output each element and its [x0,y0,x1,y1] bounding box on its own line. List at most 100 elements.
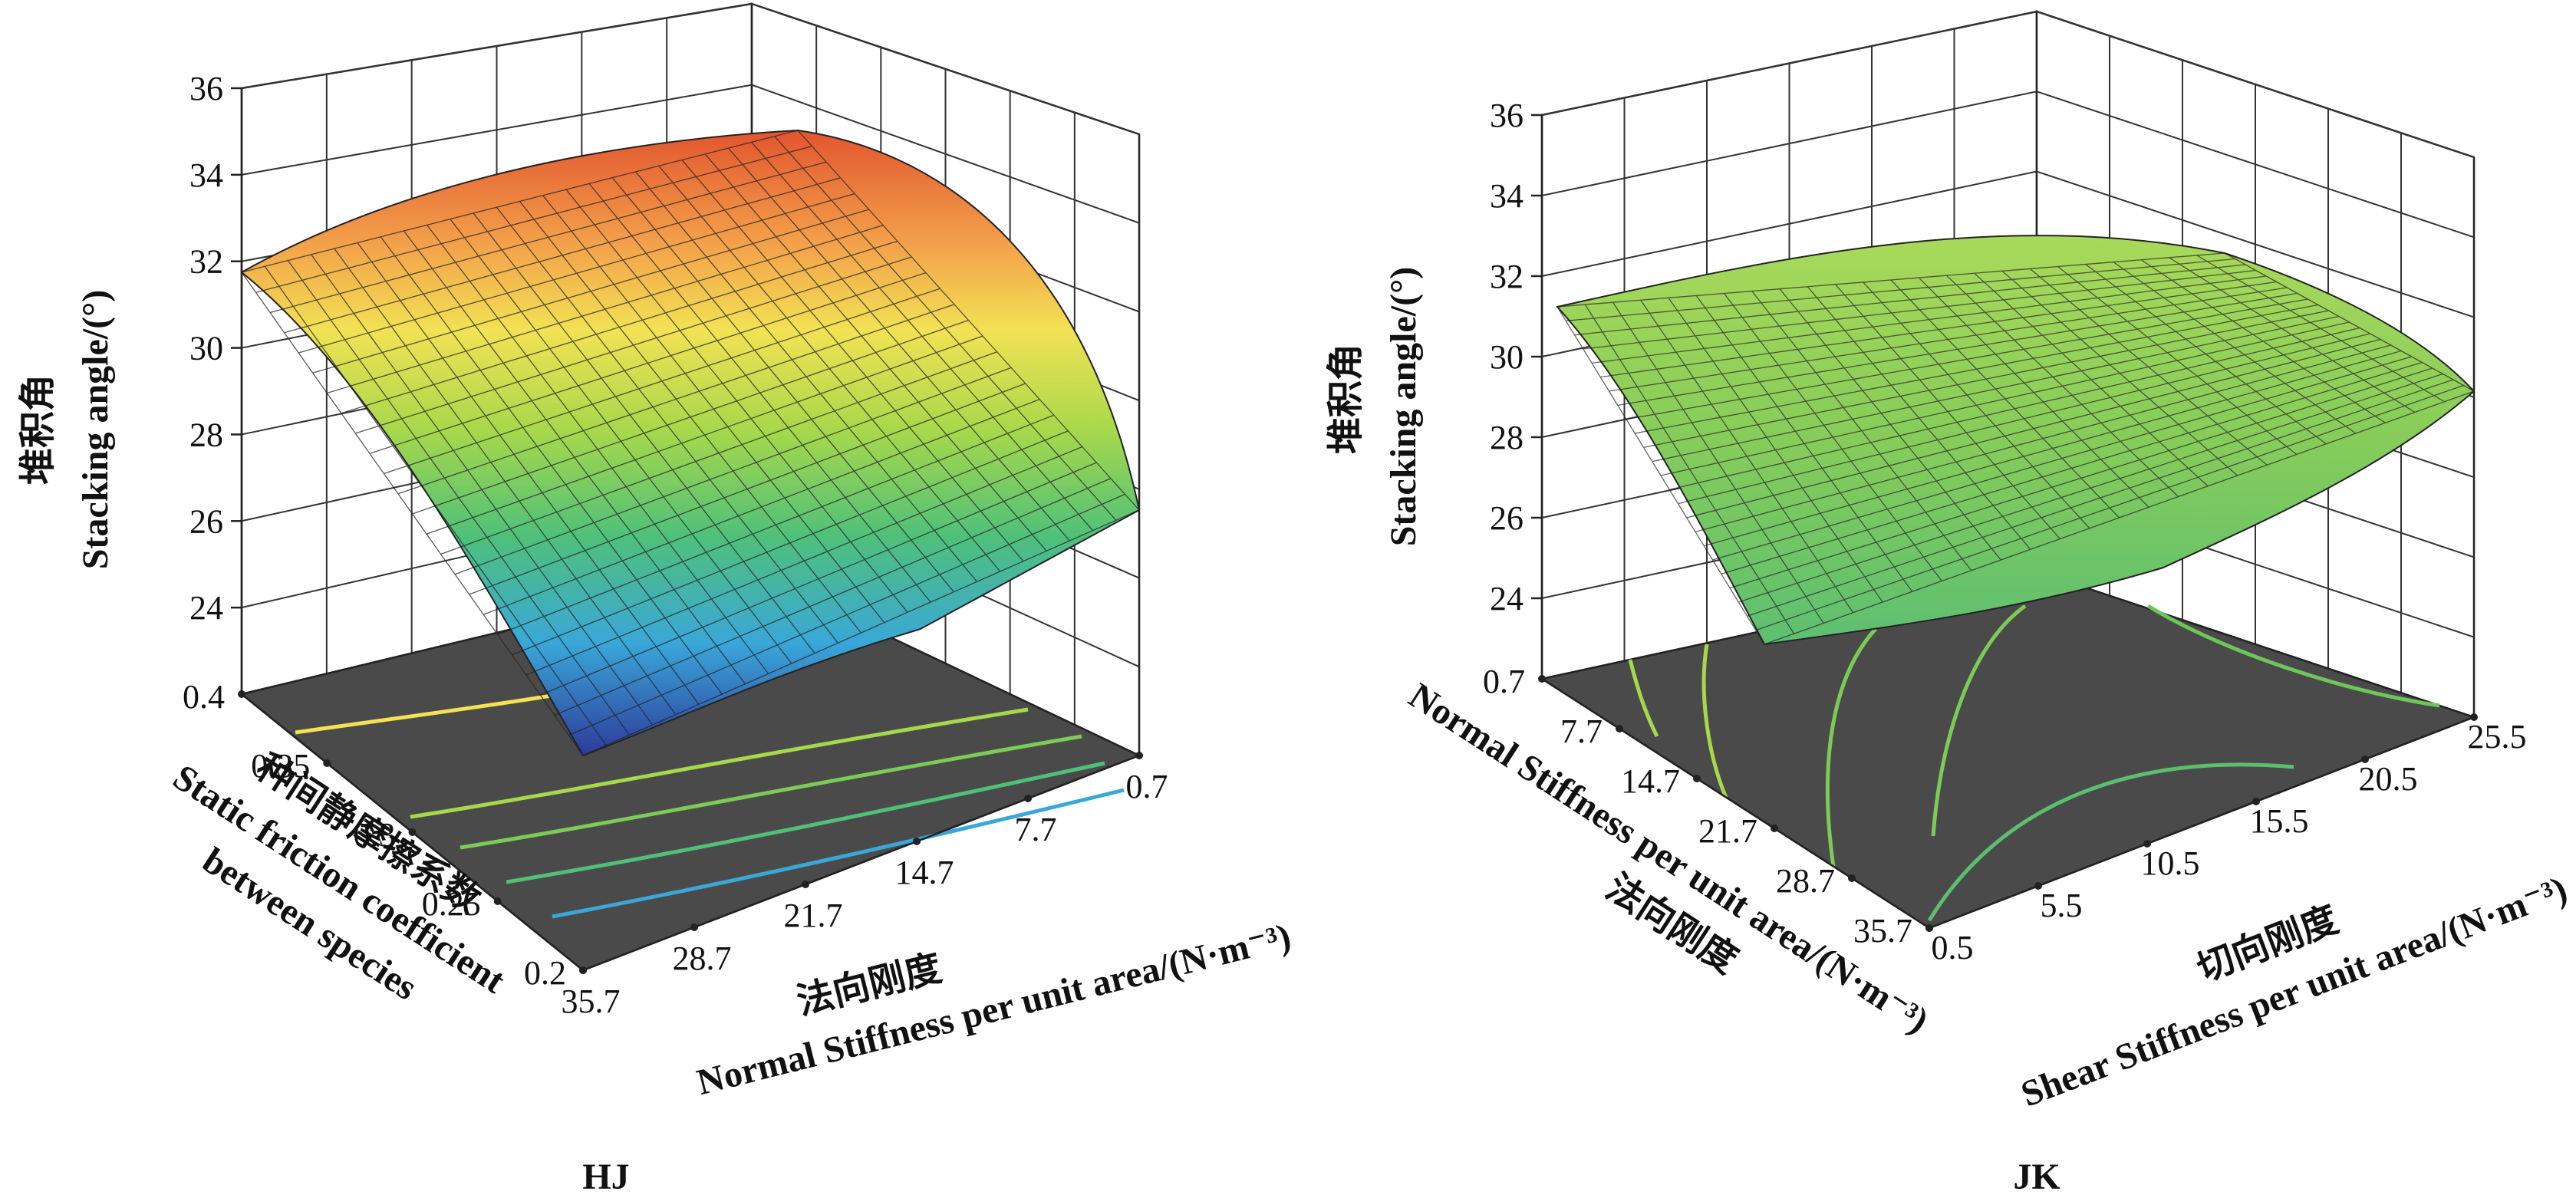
y-tick-label: 21.7 [1698,812,1757,850]
mesh-line [1704,350,2402,547]
mesh-line [241,130,799,273]
x-tick-mark [2361,756,2369,763]
y-tick-label: 0.7 [1483,663,1525,700]
x-tick-mark [2143,840,2151,848]
mesh-line [1583,269,2256,350]
x-tick-label: 35.7 [562,983,621,1020]
y-tick-label: 0.4 [183,678,225,716]
mesh-line [483,399,1040,615]
stiffness-axis-title-en: Normal Stiffness per unit area/(N·m⁻³) [693,916,1294,1103]
mesh-line [1660,321,2350,476]
x-tick-label: 0.5 [1932,929,1974,966]
mesh-line [1721,361,2423,574]
y-tick-label: 0.35 [251,747,310,785]
x-tick-mark [802,881,809,888]
z-tick-label: 32 [189,243,223,281]
x-tick-mark [690,923,698,931]
panel-label-hj: HJ [582,1157,629,1195]
mesh-line [1635,304,2318,434]
mesh-line [1591,275,2267,364]
mesh-line [469,383,1026,595]
mesh-line [298,193,855,354]
x-tick-label: 28.7 [673,940,732,977]
x-tick-mark [2470,713,2478,721]
y-tick-mark [1693,775,1701,782]
z-tick-label: 34 [189,156,223,194]
x-tick-label: 15.5 [2250,802,2309,840]
mesh-line [497,414,1054,636]
panel-label-jk: JK [2013,1157,2060,1195]
z-tick-label: 28 [189,416,223,453]
x-tick-label: 14.7 [895,854,954,891]
y-tick-label: 7.7 [1560,713,1603,750]
z-axis-title-cn: 堆积角 [18,374,58,485]
mesh-line [1695,344,2391,532]
mesh-line [568,493,1125,736]
response-surface [240,129,1141,757]
front-edge-right [1929,716,2475,930]
z-tick-label: 26 [189,502,223,540]
mesh-line [1566,258,2235,321]
x-tick-label: 7.7 [1015,811,1057,848]
mesh-line [1574,264,2246,336]
grid-line [1541,91,2475,239]
x-tick-mark [913,838,921,845]
mesh-line [341,240,898,414]
y-tick-label: 28.7 [1776,862,1835,900]
mesh-line [426,335,983,535]
panel-jk: 24 26 28 30 32 34 36 堆积角 Stacking angle/(°) 0.… [1326,10,2573,1195]
shear-axis-title-en: Shear Stiffness per unit area/(N·m⁻³) [2016,869,2573,1115]
z-axis-ticks: 24 26 28 30 32 34 36 [1490,97,1542,617]
z-tick-label: 24 [189,589,223,627]
mesh-line [1669,327,2360,490]
mesh-line [1600,281,2277,378]
mesh-line [1747,379,2454,617]
mesh-line [1643,310,2329,448]
mesh-line [255,145,812,293]
mesh-line [525,446,1083,676]
mesh-line [312,209,869,374]
z-tick-label: 28 [1490,419,1524,456]
grid-line [1541,170,2475,318]
mesh-line [397,304,955,495]
z-tick-label: 30 [189,330,223,367]
mesh-line [1712,356,2412,561]
mesh-line [512,430,1069,656]
mesh-line [1617,292,2298,406]
normal-stiffness-axis-ticks: 0.7 7.7 14.7 21.7 28.7 35.7 [1483,663,1933,950]
z-axis-title-en: Stacking angle/(°) [1383,267,1424,547]
floor-contours [295,673,1125,919]
y-tick-mark [1616,725,1623,732]
y-tick-mark [1848,874,1856,882]
front-edge-left [1541,677,1930,930]
x-tick-label: 0.7 [1126,768,1168,805]
mesh-line [454,367,1012,575]
x-tick-label: 25.5 [2468,718,2527,756]
y-tick-mark [408,828,417,836]
x-tick-mark [2252,798,2260,805]
grid-line [241,2,1140,135]
floor-contours [1628,604,2440,922]
z-tick-label: 36 [1490,97,1524,134]
mesh-line [355,256,912,434]
mesh-line [440,351,997,555]
y-tick-mark [323,759,331,767]
z-axis-ticks: 24 26 28 30 32 34 36 [189,70,242,627]
surface-mesh [241,130,1140,756]
grid-line [1541,10,2475,158]
y-tick-mark [1538,675,1546,683]
mesh-line [412,319,969,515]
x-tick-mark [1024,795,1032,802]
mesh-line [369,272,927,454]
z-tick-label: 32 [1490,258,1524,295]
x-tick-label: 5.5 [2041,887,2083,924]
front-edge-right [582,754,1140,972]
y-tick-label: 0.25 [422,885,481,923]
z-tick-label: 24 [1490,580,1524,617]
y-tick-label: 0.3 [354,816,396,854]
y-tick-mark [493,897,502,905]
z-tick-label: 36 [189,70,223,107]
mesh-line [1686,338,2381,518]
mesh-line [540,462,1097,696]
